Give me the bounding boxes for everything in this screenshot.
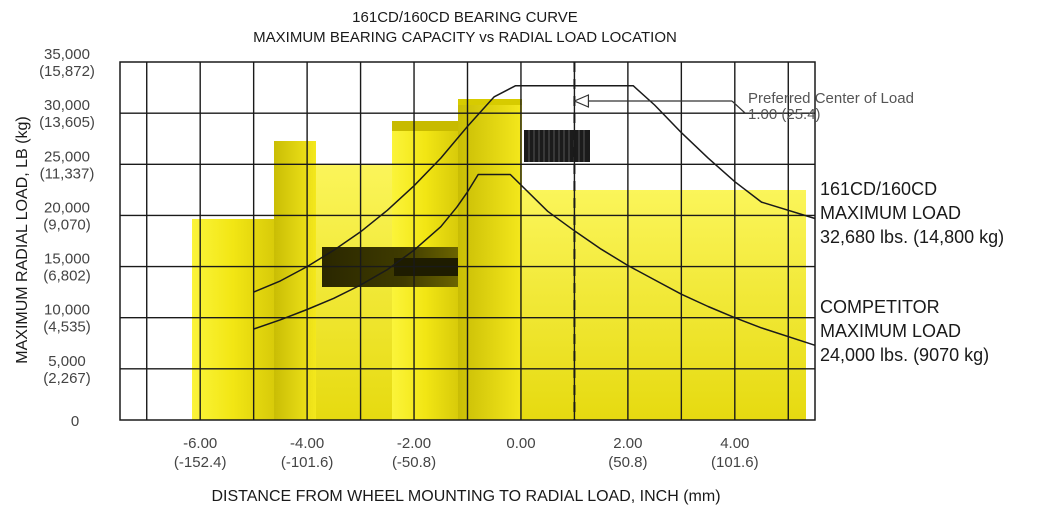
y-tick-sublabel: (2,267) xyxy=(43,370,91,387)
x-tick-label: 4.00 xyxy=(720,435,749,452)
y-tick-label: 10,000 xyxy=(44,302,90,319)
y-tick-label: 35,000 xyxy=(44,46,90,63)
x-tick-label: 0.00 xyxy=(506,435,535,452)
y-tick-sublabel: (6,802) xyxy=(43,268,91,285)
x-tick-sublabel: (-152.4) xyxy=(174,454,227,471)
y-tick-sublabel: (11,337) xyxy=(40,165,95,182)
x-axis-label: DISTANCE FROM WHEEL MOUNTING TO RADIAL L… xyxy=(211,488,720,505)
series-labels: 161CD/160CD MAXIMUM LOAD 32,680 lbs. (14,8… xyxy=(820,179,1004,365)
series-label-161cd-160cd: 32,680 lbs. (14,800 kg) xyxy=(820,227,1004,247)
y-tick-sublabel: (15,872) xyxy=(39,63,95,80)
x-tick-sublabel: (50.8) xyxy=(608,454,647,471)
x-tick-label: -2.00 xyxy=(397,435,431,452)
x-tick-sublabel: (101.6) xyxy=(711,454,759,471)
x-tick-label: -4.00 xyxy=(290,435,324,452)
y-tick-sublabel: (4,535) xyxy=(43,319,91,336)
series-line-competitor xyxy=(253,173,816,347)
preferred-center-leader xyxy=(731,100,746,114)
product-illustration xyxy=(192,99,806,420)
x-tick-sublabel: (-101.6) xyxy=(281,454,334,471)
chart-grid xyxy=(119,61,816,421)
y-tick-labels: 0 5,000(2,267) 10,000(4,535) 15,000(6,802) 2… xyxy=(39,46,95,430)
x-tick-label: 2.00 xyxy=(613,435,642,452)
wheel-rim xyxy=(522,190,806,420)
y-tick-sublabel: (13,605) xyxy=(39,114,95,131)
y-tick-label: 15,000 xyxy=(44,251,90,268)
series-line-161cd-160cd xyxy=(253,84,816,293)
chart-curves xyxy=(253,84,816,347)
chart-subtitle: MAXIMUM BEARING CAPACITY vs RADIAL LOAD … xyxy=(253,29,677,46)
wheel-plate xyxy=(458,99,522,420)
preferred-center-arrowhead xyxy=(572,94,590,108)
hub-cap-top xyxy=(392,121,458,131)
y-axis-label: MAXIMUM RADIAL LOAD, LB (kg) xyxy=(14,116,31,363)
series-label-competitor: COMPETITOR xyxy=(820,297,940,317)
series-label-161cd-160cd: 161CD/160CD xyxy=(820,179,937,199)
y-tick-label: 30,000 xyxy=(44,97,90,114)
y-tick-sublabel: (9,070) xyxy=(43,216,91,233)
preferred-center-label: 1.00 (25.4) xyxy=(748,106,821,123)
y-tick-label: 0 xyxy=(71,413,79,430)
y-tick-label: 20,000 xyxy=(44,199,90,216)
hub-body xyxy=(316,165,394,420)
y-tick-label: 25,000 xyxy=(44,148,90,165)
preferred-center-label: Preferred Center of Load xyxy=(748,90,914,107)
series-label-competitor: 24,000 lbs. (9070 kg) xyxy=(820,345,989,365)
series-label-competitor: MAXIMUM LOAD xyxy=(820,321,961,341)
x-tick-sublabel: (-50.8) xyxy=(392,454,436,471)
y-tick-label: 5,000 xyxy=(48,353,86,370)
x-tick-labels: -6.00 (-152.4) -4.00 (-101.6) -2.00 (-50.8) 0.… xyxy=(174,435,759,471)
threaded-stud xyxy=(524,130,590,162)
chart-title: 161CD/160CD BEARING CURVE xyxy=(352,9,578,26)
series-label-161cd-160cd: MAXIMUM LOAD xyxy=(820,203,961,223)
hub-flange-left xyxy=(192,219,274,420)
x-tick-label: -6.00 xyxy=(183,435,217,452)
